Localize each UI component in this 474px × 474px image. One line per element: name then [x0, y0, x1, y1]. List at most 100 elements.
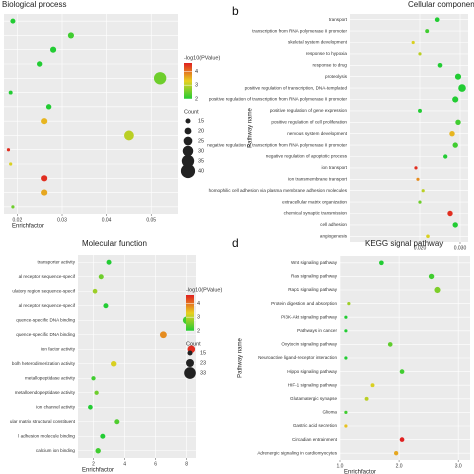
bubble [344, 424, 348, 428]
y-tick-label: Ras signaling pathway [291, 274, 338, 279]
bubble [41, 175, 48, 182]
bubble [379, 260, 384, 266]
y-tick-label: quence-specific DNA binding [16, 332, 75, 337]
legend-label: 4 [197, 301, 200, 307]
color-bar [184, 63, 192, 99]
bubble [399, 369, 405, 374]
y-tick-label: Adrenergic signaling in cardiomyocytes [257, 450, 337, 455]
legend-title: -log10(PValue) [184, 55, 220, 61]
y-tick-label: positive regulation of gene expression [270, 108, 348, 113]
bubble [421, 189, 425, 193]
bubble [399, 437, 405, 442]
legend-label: 40 [198, 168, 204, 174]
chart-title: Biological process [2, 0, 66, 9]
x-axis-label: Enrichfactor [12, 224, 44, 230]
y-tick-label: PI3K-Akt signaling pathway [281, 314, 338, 319]
y-tick-label: Gastric acid secretion [293, 423, 338, 428]
x-tick-label: 2.0 [396, 463, 403, 469]
x-tick-label: 2 [92, 461, 95, 467]
bubble [91, 376, 96, 381]
legend-bubble [180, 163, 196, 179]
bubble [449, 131, 455, 137]
y-tick-label: ion transmembrane transport [288, 177, 348, 182]
x-tick-label: 0.04 [102, 217, 112, 223]
y-tick-label: ion factor activity [41, 346, 76, 351]
y-tick-label: Wnt signaling pathway [291, 260, 338, 265]
y-tick-label: response to hypoxia [306, 51, 348, 56]
legend-title: Count [186, 341, 201, 347]
legend-label: 15 [198, 118, 204, 124]
legend-label: 2 [197, 328, 200, 334]
bubble [443, 154, 448, 159]
bubble [452, 142, 458, 148]
y-tick-label: Protein digestion and absorption [271, 301, 337, 306]
y-tick-label: Glioma [322, 410, 337, 415]
bubble [393, 451, 399, 456]
bubble [364, 396, 369, 401]
bubble [418, 52, 422, 56]
y-tick-label: homophilic cell adhesion via plasma memb… [209, 188, 348, 193]
bubble [458, 84, 466, 92]
y-tick-label: Hippo signaling pathway [287, 369, 338, 374]
bubble [387, 342, 393, 347]
bubble [344, 315, 348, 319]
bubble [67, 32, 74, 39]
bubble [106, 259, 112, 265]
legend-bubble [186, 359, 194, 367]
y-tick-label: nervous system development [287, 131, 347, 136]
x-tick-label: 0.02 [13, 217, 23, 223]
y-tick-label: cell adhesion [320, 222, 347, 227]
bubble [111, 361, 117, 367]
y-tick-label: response to drug [313, 63, 348, 68]
x-axis-label: Enrichfactor [82, 468, 114, 474]
bubble [36, 61, 43, 67]
y-tick-label: al receptor sequence-specif [19, 303, 76, 308]
bubble [344, 356, 348, 360]
y-tick-label: HIF-1 signaling pathway [288, 382, 338, 387]
color-bar [186, 295, 194, 331]
plot-area [78, 255, 196, 458]
y-tick-label: negative regulation of apoptotic process [266, 154, 348, 159]
y-tick-label: positive regulation of transcription, DN… [245, 85, 348, 90]
bubble [425, 29, 430, 34]
bubble [9, 162, 13, 166]
y-tick-label: Pathways in cancer [297, 328, 337, 333]
y-tick-label: Oxytocin signaling pathway [281, 342, 337, 347]
bubble [344, 410, 348, 414]
bubble [10, 18, 16, 24]
chart-title: Molecular function [82, 239, 147, 248]
legend-title: Count [184, 109, 199, 115]
legend-title: -log10(PValue) [186, 287, 222, 293]
y-tick-label: calcium ion binding [36, 448, 76, 453]
y-tick-label: proteolysis [325, 74, 348, 79]
x-tick-label: 0.030 [454, 245, 467, 251]
bubble [454, 73, 462, 80]
bubble [347, 302, 351, 306]
y-tick-label: ulatory region sequence-specif [12, 288, 75, 293]
y-tick-label: Neuroactive ligand-receptor interaction [258, 355, 337, 360]
bubble [103, 303, 109, 309]
panel-label: d [232, 236, 239, 250]
bubble [114, 419, 120, 425]
bubble [153, 72, 167, 85]
y-tick-label: metalloendopeptidase activity [15, 390, 76, 395]
x-tick-label: 3.0 [455, 463, 462, 469]
y-tick-label: positive regulation of cell proliferatio… [271, 120, 347, 125]
chart-title: Cellular component [408, 0, 474, 9]
y-tick-label: negative regulation of transcription fro… [207, 142, 347, 147]
y-tick-label: quence-specific DNA binding [16, 317, 75, 322]
legend-bubble [182, 145, 194, 157]
y-tick-label: transporter activity [37, 259, 75, 264]
x-tick-label: 0.020 [414, 245, 427, 251]
bubble [452, 222, 458, 228]
legend-label: 33 [200, 370, 206, 376]
y-tick-label: bolh heterodimerization activity [12, 361, 76, 366]
bubble [434, 17, 440, 23]
x-tick-label: 6 [154, 461, 157, 467]
bubble [414, 166, 418, 170]
bubble [124, 130, 134, 141]
legend-label: 23 [200, 360, 206, 366]
legend-bubble [187, 350, 193, 356]
bubble [344, 329, 348, 333]
